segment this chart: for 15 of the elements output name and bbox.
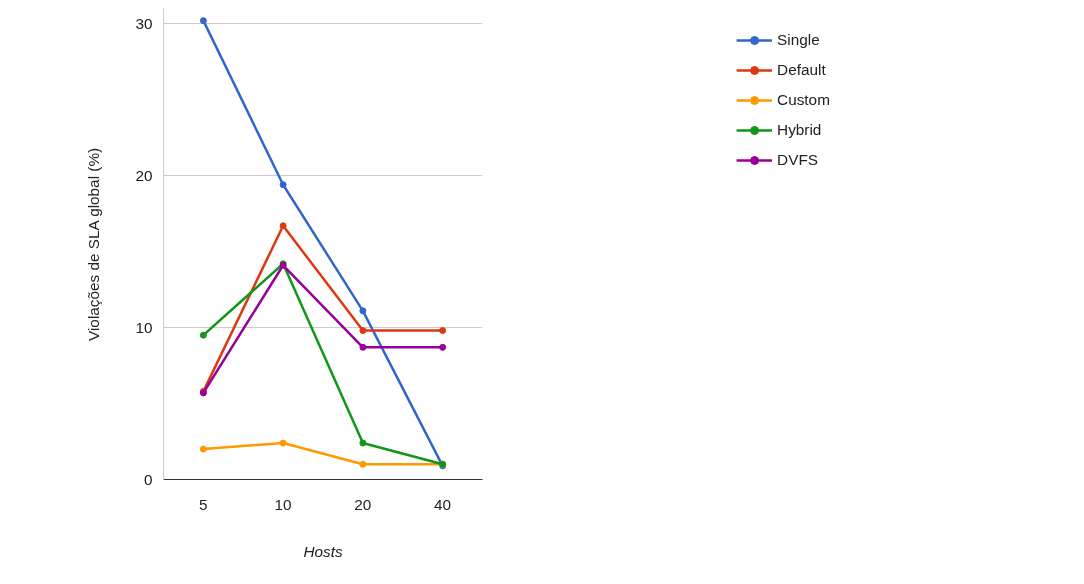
- x-tick-label: 20: [354, 495, 372, 513]
- y-tick-label: 30: [135, 14, 153, 32]
- legend-label: Single: [777, 31, 820, 49]
- legend-label: Hybrid: [777, 121, 822, 139]
- y-axis-title: Violações de SLA global (%): [85, 147, 103, 341]
- x-axis-title: Hosts: [303, 542, 343, 560]
- y-tick-label: 10: [135, 318, 153, 336]
- x-tick-label: 40: [434, 495, 452, 513]
- y-tick-label: 20: [135, 166, 153, 184]
- legend-label: Default: [777, 61, 826, 79]
- y-tick-label: 0: [143, 470, 153, 488]
- legend-label: Custom: [777, 91, 830, 109]
- legend-label: DVFS: [777, 151, 818, 169]
- x-tick-label: 5: [199, 495, 208, 513]
- x-tick-label: 10: [274, 495, 292, 513]
